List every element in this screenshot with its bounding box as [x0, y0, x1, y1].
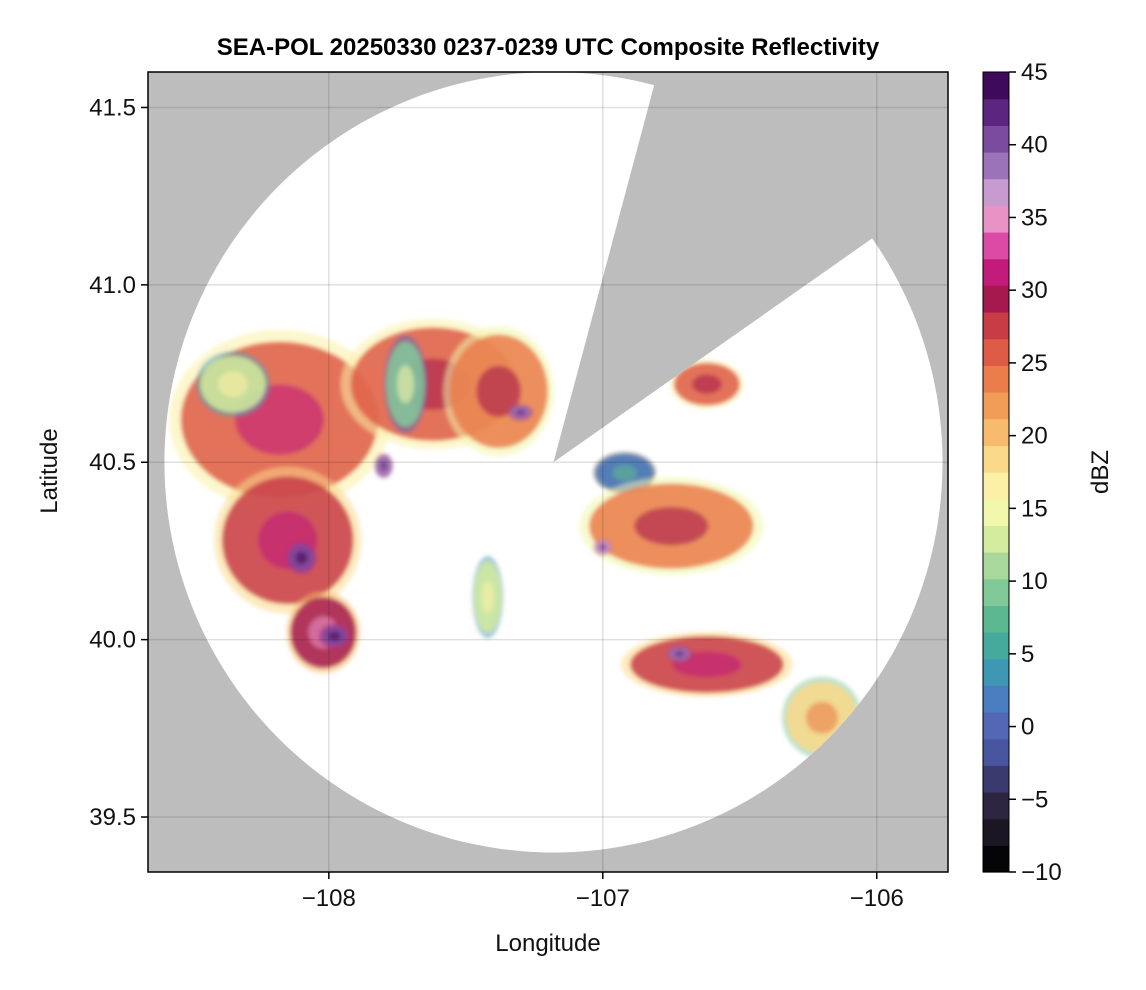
colorbar-segment-17: [983, 392, 1009, 420]
colorbar-segment-6: [983, 685, 1009, 713]
colorbar-segment-21: [983, 285, 1009, 313]
chart-title: SEA-POL 20250330 0237-0239 UTC Composite…: [217, 34, 880, 61]
echo-core-clear-air-strip: [396, 365, 415, 404]
colorbar-segment-4: [983, 738, 1009, 766]
y-tick-label-4: 41.5: [89, 94, 136, 121]
colorbar-segment-28: [983, 98, 1009, 126]
echo-core-northeast-fragment: [692, 374, 722, 394]
colorbar-tick-label-6: 20: [1021, 423, 1048, 450]
colorbar-tick-label-1: −5: [1021, 786, 1048, 813]
colorbar-segment-16: [983, 418, 1009, 446]
colorbar-tick-label-2: 0: [1021, 714, 1034, 741]
x-axis-title: Longitude: [495, 930, 600, 957]
colorbar: −10 −5 0 5 10 15 20 25 30 35 40 45 dBZ: [982, 59, 1114, 886]
plot-area: −108 −107 −106 39.5 40.0 40.5 41.0 41.5: [89, 71, 949, 912]
x-tick-label-1: −107: [576, 885, 630, 912]
colorbar-segment-2: [983, 792, 1009, 820]
colorbar-segment-8: [983, 632, 1009, 660]
echo-core-east-near-radar-weak: [612, 464, 638, 481]
echo-core-core-east-1: [599, 544, 607, 551]
y-axis-title: Latitude: [36, 428, 63, 513]
echo-core-east-band: [634, 506, 709, 546]
colorbar-segments: [983, 72, 1009, 873]
colorbar-segment-3: [983, 765, 1009, 793]
colorbar-tick-label-10: 40: [1021, 132, 1048, 159]
colorbar-label: dBZ: [1087, 450, 1114, 494]
colorbar-segment-19: [983, 338, 1009, 366]
echo-core-core-west-1: [295, 551, 308, 565]
colorbar-tick-label-0: −10: [1021, 859, 1062, 886]
echo-core-far-southeast-light: [805, 701, 838, 734]
colorbar-segment-13: [983, 498, 1009, 526]
y-tick-label-1: 40.0: [89, 627, 136, 654]
reflectivity-echoes: [169, 318, 862, 759]
echo-core-light-west-region: [218, 371, 248, 397]
colorbar-segment-27: [983, 125, 1009, 153]
colorbar-segment-1: [983, 818, 1009, 846]
x-tick-label-0: −108: [302, 885, 356, 912]
echo-core-central-light-echo: [481, 581, 494, 614]
colorbar-segment-11: [983, 552, 1009, 580]
colorbar-segment-15: [983, 445, 1009, 473]
colorbar-segment-18: [983, 365, 1009, 393]
colorbar-tick-label-11: 45: [1021, 59, 1048, 86]
colorbar-segment-29: [983, 72, 1009, 100]
colorbar-ticks: −10 −5 0 5 10 15 20 25 30 35 40 45: [1009, 59, 1062, 886]
y-tick-label-0: 39.5: [89, 804, 136, 831]
colorbar-segment-7: [983, 658, 1009, 686]
colorbar-segment-0: [983, 845, 1009, 873]
colorbar-tick-label-3: 5: [1021, 641, 1034, 668]
echo-core-north-central-band: [476, 365, 521, 417]
colorbar-tick-label-4: 10: [1021, 568, 1048, 595]
y-axis: 39.5 40.0 40.5 41.0 41.5: [89, 94, 148, 831]
colorbar-tick-label-5: 15: [1021, 495, 1048, 522]
x-axis: −108 −107 −106: [302, 872, 904, 912]
echo-core-core-central-1: [379, 461, 388, 471]
colorbar-segment-12: [983, 525, 1009, 553]
colorbar-segment-5: [983, 712, 1009, 740]
colorbar-segment-14: [983, 472, 1009, 500]
y-tick-label-3: 41.0: [89, 272, 136, 299]
y-tick-label-2: 40.5: [89, 449, 136, 476]
plot-frame: [147, 71, 949, 873]
grid-lines: [148, 72, 948, 872]
echo-core-core-north-1: [515, 409, 526, 416]
colorbar-segment-26: [983, 152, 1009, 180]
echo-core-core-southwest-1: [328, 631, 341, 641]
colorbar-segment-10: [983, 578, 1009, 606]
colorbar-tick-label-9: 35: [1021, 204, 1048, 231]
colorbar-segment-24: [983, 205, 1009, 233]
colorbar-segment-20: [983, 312, 1009, 340]
echo-core-core-southeast-1: [674, 650, 685, 658]
colorbar-tick-label-7: 25: [1021, 350, 1048, 377]
colorbar-frame: [982, 71, 1010, 873]
colorbar-tick-label-8: 30: [1021, 277, 1048, 304]
colorbar-segment-23: [983, 232, 1009, 260]
x-tick-label-2: −106: [850, 885, 904, 912]
colorbar-segment-22: [983, 258, 1009, 286]
colorbar-segment-25: [983, 178, 1009, 206]
colorbar-segment-9: [983, 605, 1009, 633]
